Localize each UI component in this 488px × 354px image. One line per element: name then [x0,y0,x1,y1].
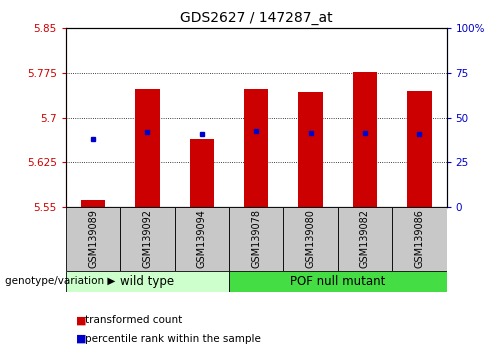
Bar [229,207,284,271]
Text: GSM139092: GSM139092 [142,210,152,268]
Text: GSM139082: GSM139082 [360,210,370,268]
Bar [81,200,105,207]
Title: GDS2627 / 147287_at: GDS2627 / 147287_at [180,11,332,24]
Bar [392,207,447,271]
Bar [244,89,268,207]
Text: wild type: wild type [121,275,175,288]
Text: genotype/variation ▶: genotype/variation ▶ [5,276,115,286]
Bar [229,271,447,292]
Bar [66,271,229,292]
Bar [66,207,120,271]
Bar [298,92,323,207]
Bar [407,91,431,207]
Bar [284,207,338,271]
Bar [190,138,214,207]
Text: GSM139080: GSM139080 [305,210,316,268]
Text: ■: ■ [76,334,86,344]
Bar [175,207,229,271]
Text: GSM139089: GSM139089 [88,210,98,268]
Bar [120,207,175,271]
Text: transformed count: transformed count [85,315,183,325]
Text: GSM139078: GSM139078 [251,210,261,268]
Text: POF null mutant: POF null mutant [290,275,386,288]
Bar [338,207,392,271]
Text: percentile rank within the sample: percentile rank within the sample [85,334,261,344]
Text: GSM139094: GSM139094 [197,210,207,268]
Bar [353,72,377,207]
Text: ■: ■ [76,315,86,325]
Bar [135,89,160,207]
Text: GSM139086: GSM139086 [414,210,425,268]
